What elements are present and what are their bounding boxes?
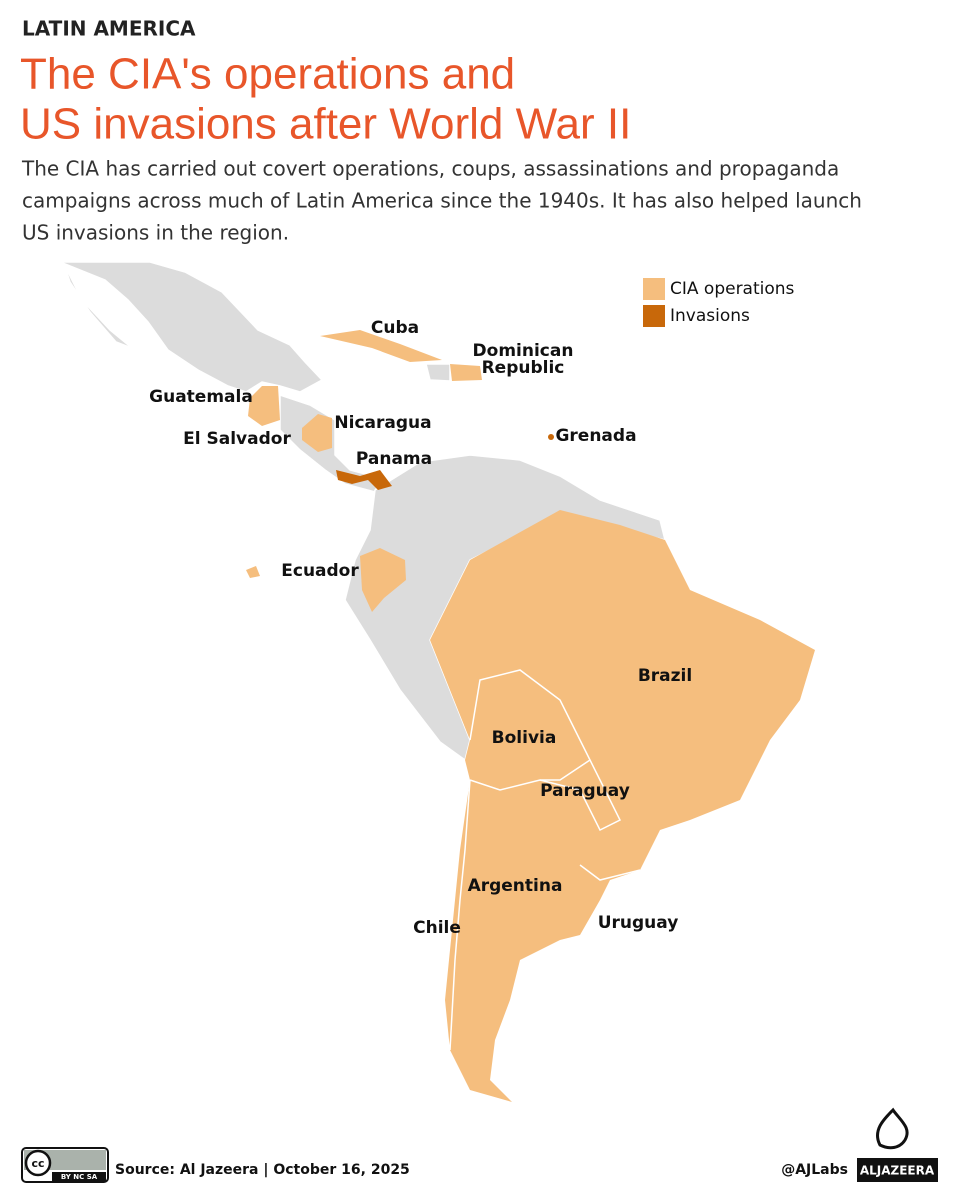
- subtitle: campaigns across much of Latin America s…: [22, 189, 862, 213]
- country-label: Grenada: [555, 426, 636, 446]
- country-label: Uruguay: [598, 913, 679, 933]
- legend: CIA operations Invasions: [643, 278, 795, 327]
- title: The CIA's operations and: [20, 50, 515, 99]
- license-terms: BY NC SA: [61, 1173, 98, 1181]
- brand-box: [857, 1158, 938, 1182]
- country-label: Cuba: [371, 318, 419, 338]
- dominican-republic: [450, 364, 482, 381]
- country-label: Panama: [356, 449, 432, 469]
- country-label: Guatemala: [149, 387, 253, 407]
- country-label: El Salvador: [183, 429, 291, 449]
- grenada: [548, 434, 554, 440]
- south-cone-brazil: [430, 510, 815, 1102]
- subtitle: The CIA has carried out covert operation…: [21, 157, 839, 181]
- border: [449, 779, 471, 1051]
- country-label: Chile: [413, 918, 461, 938]
- nicaragua: [302, 414, 332, 452]
- subtitle: US invasions in the region.: [22, 221, 289, 245]
- country-labels: Cuba Dominican Republic Guatemala El Sal…: [149, 318, 692, 938]
- border: [579, 864, 641, 881]
- legend-label: Invasions: [670, 306, 750, 326]
- brand-logo: ALJAZEERA: [857, 1107, 938, 1182]
- ecuador: [360, 548, 406, 612]
- cuba: [320, 330, 442, 362]
- mexico: [59, 261, 324, 393]
- panama: [336, 470, 392, 490]
- country-label: Brazil: [638, 666, 692, 686]
- legend-swatch: [643, 305, 665, 327]
- legend-swatch: [643, 278, 665, 300]
- country-label: Bolivia: [492, 728, 557, 748]
- map: [59, 261, 815, 1102]
- brand: ALJAZEERA: [860, 1164, 935, 1178]
- logo-mark: [876, 1107, 909, 1150]
- source: Source: Al Jazeera | October 16, 2025: [115, 1162, 410, 1178]
- license-badge: cc BY NC SA: [21, 1147, 109, 1183]
- country-label: Argentina: [468, 876, 563, 896]
- country-label: Republic: [482, 358, 565, 378]
- country-label: Ecuador: [281, 561, 359, 581]
- border: [469, 669, 591, 791]
- license-cc: cc: [31, 1157, 44, 1170]
- handle: @AJLabs: [781, 1162, 848, 1178]
- guatemala: [248, 386, 280, 426]
- badge-bottom: [52, 1172, 106, 1181]
- title: US invasions after World War II: [20, 100, 631, 149]
- legend-label: CIA operations: [670, 279, 795, 299]
- country-label: Nicaragua: [334, 413, 431, 433]
- border: [539, 759, 622, 832]
- kicker: LATIN AMERICA: [22, 17, 196, 41]
- country-label: Dominican: [473, 341, 574, 361]
- galapagos: [246, 566, 260, 578]
- baja: [63, 263, 133, 349]
- haiti: [425, 363, 451, 382]
- badge-circle: [24, 1149, 52, 1177]
- country-label: Paraguay: [540, 781, 630, 801]
